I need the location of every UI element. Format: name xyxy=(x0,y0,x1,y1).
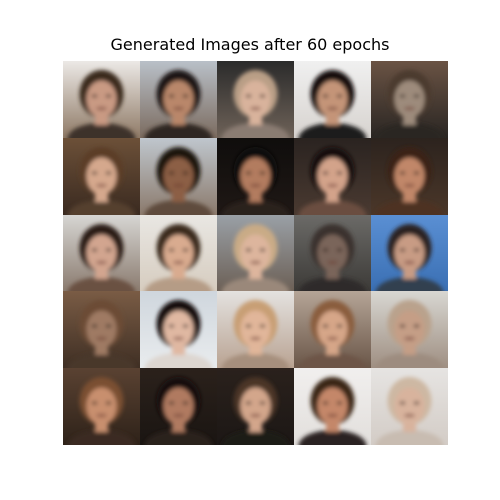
generated-face-image xyxy=(294,368,371,445)
generated-image-tile xyxy=(371,215,448,292)
generated-image-tile xyxy=(217,61,294,138)
generated-face-image xyxy=(371,291,448,368)
generated-face-image xyxy=(294,138,371,215)
generated-image-tile xyxy=(294,61,371,138)
generated-image-tile xyxy=(140,138,217,215)
generated-image-tile xyxy=(63,291,140,368)
generated-image-tile xyxy=(140,61,217,138)
generated-face-image xyxy=(217,61,294,138)
generated-face-image xyxy=(140,61,217,138)
generated-image-tile xyxy=(371,368,448,445)
generated-face-image xyxy=(217,138,294,215)
generated-face-image xyxy=(371,61,448,138)
generated-face-image xyxy=(217,368,294,445)
generated-face-image xyxy=(140,368,217,445)
generated-image-tile xyxy=(371,61,448,138)
generated-image-tile xyxy=(140,215,217,292)
generated-face-image xyxy=(140,138,217,215)
generated-face-image xyxy=(140,291,217,368)
generated-image-grid xyxy=(63,61,448,445)
generated-image-tile xyxy=(371,138,448,215)
generated-image-tile xyxy=(294,291,371,368)
generated-image-tile xyxy=(140,291,217,368)
generated-image-tile xyxy=(63,368,140,445)
generated-image-tile xyxy=(217,368,294,445)
generated-image-tile xyxy=(217,215,294,292)
generated-image-tile xyxy=(217,291,294,368)
generated-face-image xyxy=(217,215,294,292)
generated-image-tile xyxy=(371,291,448,368)
generated-face-image xyxy=(140,215,217,292)
generated-image-tile xyxy=(294,215,371,292)
generated-face-image xyxy=(371,215,448,292)
generated-face-image xyxy=(294,291,371,368)
generated-face-image xyxy=(63,61,140,138)
generated-image-tile xyxy=(63,215,140,292)
generated-face-image xyxy=(217,291,294,368)
generated-face-image xyxy=(63,215,140,292)
generated-face-image xyxy=(371,368,448,445)
generated-face-image xyxy=(294,61,371,138)
generated-image-tile xyxy=(63,138,140,215)
generated-face-image xyxy=(294,215,371,292)
generated-face-image xyxy=(63,291,140,368)
generated-face-image xyxy=(63,368,140,445)
generated-image-tile xyxy=(294,368,371,445)
generated-image-tile xyxy=(217,138,294,215)
generated-face-image xyxy=(63,138,140,215)
generated-face-image xyxy=(371,138,448,215)
figure-title: Generated Images after 60 epochs xyxy=(0,34,500,56)
generated-image-tile xyxy=(63,61,140,138)
generated-image-tile xyxy=(294,138,371,215)
generated-image-tile xyxy=(140,368,217,445)
